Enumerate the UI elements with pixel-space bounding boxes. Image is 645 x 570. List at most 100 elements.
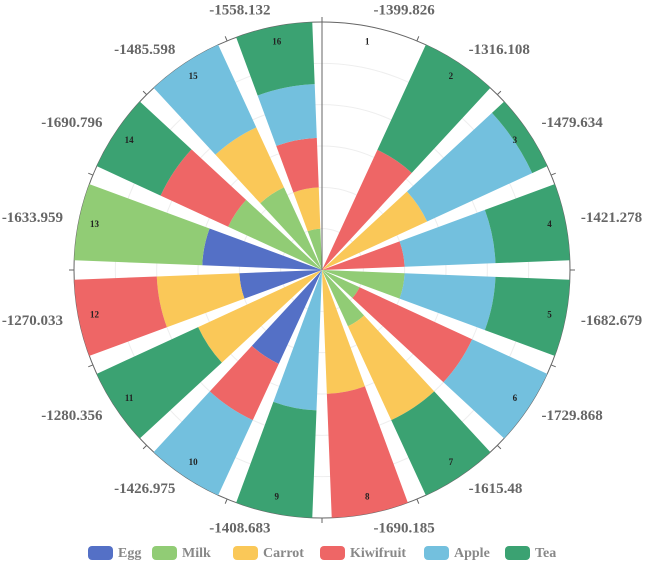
bar-segment [160, 149, 247, 227]
bar-segment [153, 44, 257, 155]
bar-segment [399, 209, 496, 267]
bar-segment [443, 339, 548, 439]
angle-tick [550, 364, 556, 368]
legend-item: Milk [152, 546, 211, 561]
bar-segment [74, 276, 167, 356]
bar-segment [96, 101, 192, 196]
bar-segment [326, 386, 408, 518]
bar-segment [198, 270, 322, 363]
bar-segment [215, 127, 284, 204]
bar-segment [202, 228, 322, 270]
bar-segment [484, 184, 570, 264]
bar-segment [352, 287, 473, 383]
angle-label: -1280.356 [41, 408, 103, 424]
angle-label: -1399.826 [374, 3, 436, 19]
bar-segment [209, 345, 279, 421]
angle-tick [88, 364, 94, 368]
bar-segment [156, 273, 245, 328]
category-label: 9 [274, 492, 279, 502]
bar-segment [260, 187, 322, 270]
category-label: 5 [547, 309, 552, 319]
angle-tick [497, 445, 502, 450]
angle-tick [142, 445, 147, 450]
legend-label: Apple [454, 546, 490, 561]
category-label: 16 [272, 37, 282, 47]
bar-segment [228, 199, 322, 270]
legend-label: Tea [535, 546, 556, 561]
angle-label: -1682.679 [581, 313, 642, 329]
legend-swatch [233, 546, 258, 560]
legend-item: Apple [424, 546, 490, 561]
bar-segment [236, 22, 315, 96]
angle-label: -1408.683 [209, 520, 270, 536]
angle-label: -1690.796 [41, 115, 103, 131]
legend-swatch [320, 546, 345, 560]
angle-label: -1479.634 [542, 115, 604, 131]
legend-item: Egg [88, 546, 141, 561]
legend-swatch [424, 546, 449, 560]
legend-label: Milk [182, 546, 211, 561]
angle-label: -1615.48 [469, 481, 523, 497]
bar-segment [293, 187, 321, 232]
legend-label: Egg [118, 546, 141, 561]
bar-segment [391, 391, 491, 496]
category-label: 4 [547, 219, 552, 229]
angle-label: -1316.108 [469, 42, 530, 58]
legend-label: Carrot [263, 546, 304, 561]
legend-item: Tea [505, 546, 556, 561]
angle-label: -1421.278 [581, 210, 642, 226]
category-label: 11 [125, 393, 134, 403]
bar-segment [307, 228, 322, 270]
angle-label: -1558.132 [209, 3, 270, 19]
category-label: 13 [90, 219, 100, 229]
category-label: 10 [189, 457, 199, 467]
bar-segment [273, 270, 322, 411]
legend-item: Carrot [233, 546, 304, 561]
bar-segment [322, 270, 365, 327]
bar-segment [347, 315, 435, 421]
angle-tick [550, 172, 556, 176]
bar-segment [322, 270, 405, 299]
category-label: 6 [513, 393, 518, 403]
bar-segment [322, 241, 405, 270]
angle-tick [416, 36, 420, 42]
bar-segment [399, 273, 496, 331]
legend-swatch [152, 546, 177, 560]
angle-label: -1270.033 [2, 313, 63, 329]
bar-segment [257, 84, 317, 146]
legend-label: Kiwifruit [350, 546, 406, 561]
legend-swatch [505, 546, 530, 560]
bar-segment [96, 327, 222, 439]
bar-segment [484, 276, 570, 356]
category-label: 8 [365, 492, 370, 502]
category-label: 3 [513, 135, 518, 145]
category-label: 15 [189, 71, 199, 81]
angle-tick [497, 90, 502, 95]
bar-segment [322, 191, 428, 270]
angle-tick [142, 90, 147, 95]
angle-label: -1729.868 [542, 408, 603, 424]
bar-segment [322, 270, 365, 394]
angle-tick [224, 36, 228, 42]
angle-label: -1426.975 [114, 481, 175, 497]
angle-label: -1485.598 [114, 42, 175, 58]
category-label: 12 [90, 309, 100, 319]
angle-tick [88, 172, 94, 176]
bar-segment [236, 401, 317, 518]
angle-label: -1633.959 [2, 210, 63, 226]
bar-segment [491, 101, 548, 174]
category-label: 1 [365, 37, 370, 47]
angle-tick [416, 498, 420, 504]
legend-swatch [88, 546, 113, 560]
category-label: 2 [449, 71, 454, 81]
category-label: 14 [125, 135, 135, 145]
angle-tick [224, 498, 228, 504]
bar-segment [322, 270, 360, 299]
bar-segment [322, 149, 412, 270]
category-label: 7 [449, 457, 454, 467]
bar-segment [377, 44, 491, 173]
bar-segment [153, 391, 253, 496]
bar-segment [251, 270, 322, 364]
bar-segment [406, 112, 533, 222]
